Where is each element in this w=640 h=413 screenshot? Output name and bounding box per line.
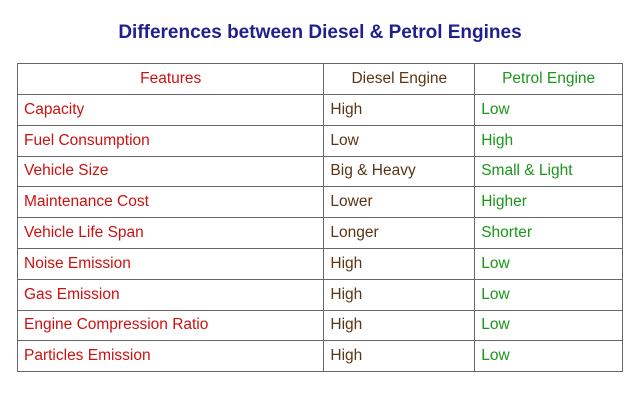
header-row: Features Diesel Engine Petrol Engine <box>16 63 623 95</box>
table-row: Vehicle Size Big & Heavy Small & Light <box>16 155 623 188</box>
table-cell: Noise Emission <box>16 247 325 280</box>
table-cell: Low <box>474 309 623 342</box>
table-cell: High <box>323 94 476 126</box>
table-cell: Low <box>474 340 623 373</box>
table-row: Capacity High Low <box>16 94 623 126</box>
table-cell: Maintenance Cost <box>16 186 325 219</box>
header-cell: Features <box>16 63 325 95</box>
table-cell: High <box>323 278 476 311</box>
table-row: Gas Emission High Low <box>16 278 623 311</box>
table-row: Fuel Consumption Low High <box>16 124 623 157</box>
table-cell: Particles Emission <box>16 340 325 373</box>
table-row: Maintenance Cost Lower Higher <box>16 186 623 219</box>
table-row: Engine Compression Ratio High Low <box>16 309 623 342</box>
header-cell: Petrol Engine <box>474 63 623 95</box>
table-row: Vehicle Life Span Longer Shorter <box>16 217 623 249</box>
table-cell: Capacity <box>16 94 325 126</box>
table-cell: Longer <box>323 217 476 249</box>
table-cell: Vehicle Life Span <box>16 217 325 249</box>
table-row: Particles Emission High Low <box>16 340 623 373</box>
table-cell: High <box>323 247 476 280</box>
table-cell: Fuel Consumption <box>16 124 325 157</box>
table-cell: Low <box>474 278 623 311</box>
table-cell: Vehicle Size <box>16 155 325 188</box>
title: Differences between Diesel & Petrol Engi… <box>118 22 522 43</box>
header-cell: Diesel Engine <box>323 63 476 95</box>
table-cell: Small & Light <box>474 155 623 188</box>
table-cell: Big & Heavy <box>323 155 476 188</box>
table-cell: Low <box>474 247 623 280</box>
table-cell: Lower <box>323 186 476 219</box>
table-cell: Low <box>474 94 623 126</box>
table-cell: Shorter <box>474 217 623 249</box>
table-cell: Low <box>323 124 476 157</box>
table-cell: High <box>474 124 623 157</box>
table-cell: Gas Emission <box>16 278 325 311</box>
table-cell: High <box>323 309 476 342</box>
table-cell: High <box>323 340 476 373</box>
table-cell: Higher <box>474 186 623 219</box>
table-row: Noise Emission High Low <box>16 247 623 280</box>
table-cell: Engine Compression Ratio <box>16 309 325 342</box>
comparison-table: Features Diesel Engine Petrol Engine Capaci… <box>16 63 623 373</box>
